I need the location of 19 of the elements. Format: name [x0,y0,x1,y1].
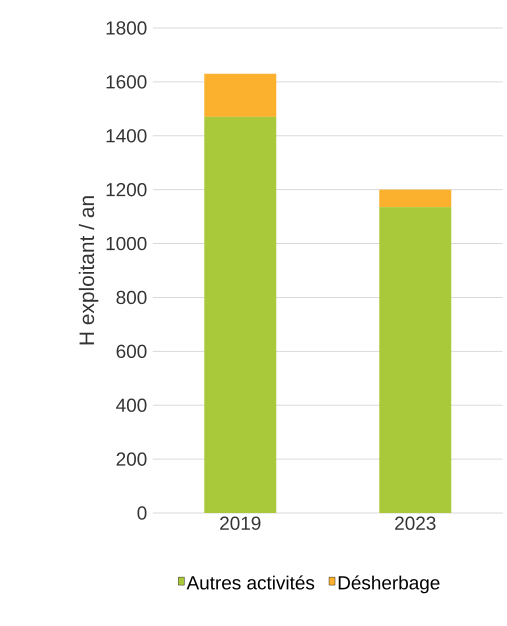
bar [379,207,452,513]
legend-label: Désherbage [338,575,440,594]
y-tick-label: 1000 [106,236,147,250]
y-tick-label: 200 [116,452,147,466]
y-tick-label: 1600 [106,75,147,89]
bar [204,116,276,513]
y-tick-label: 600 [116,344,147,358]
x-tick-label: 2019 [220,516,261,530]
bar [379,190,452,208]
y-tick-label: 1800 [106,21,147,35]
x-tick-label: 2023 [395,516,436,530]
legend-label: Autres activités [186,575,314,590]
y-tick-label: 1400 [106,129,147,142]
y-tick-label: 1200 [106,182,147,196]
y-tick-label: 800 [116,290,147,304]
y-tick-label: 400 [116,398,147,412]
bar [204,74,276,117]
y-tick-label: 0 [138,506,147,520]
y-axis-title: H exploitant / an [78,196,98,344]
